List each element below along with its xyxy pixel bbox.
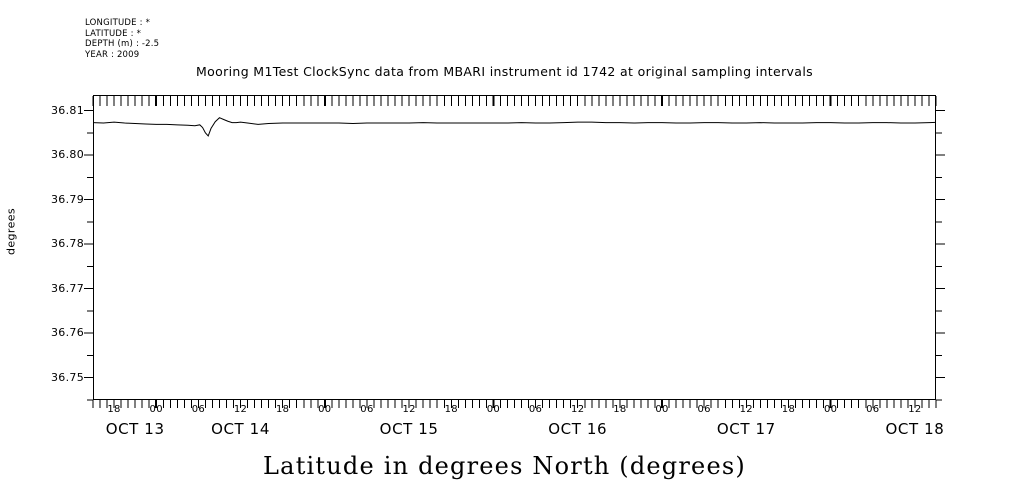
x-hour-tick-label: 18 <box>107 404 121 415</box>
x-hour-tick-label: 18 <box>781 404 796 415</box>
y-tick-label: 36.78 <box>51 237 84 251</box>
x-hour-tick-label: 06 <box>697 404 711 415</box>
x-axis-title: Latitude in degrees North (degrees) <box>263 452 746 480</box>
x-hour-tick-label: 18 <box>444 404 458 415</box>
x-hour-tick-label: 06 <box>866 404 880 415</box>
y-tick-label: 36.76 <box>51 326 84 340</box>
x-hour-tick-label: 12 <box>908 404 922 415</box>
x-hour-tick-label: 06 <box>528 404 543 415</box>
x-hour-tick-label: 12 <box>402 404 416 415</box>
x-hour-tick-label: 06 <box>191 404 206 415</box>
metadata-longitude: LONGITUDE : * <box>85 18 151 28</box>
x-hour-tick-label: 12 <box>233 404 248 415</box>
data-series-line <box>93 118 936 358</box>
x-hour-tick-label: 00 <box>318 404 332 415</box>
plot-frame <box>93 95 936 400</box>
x-hour-tick-label: 00 <box>149 404 163 415</box>
x-hour-tick-label: 18 <box>276 404 290 415</box>
x-day-label: OCT 14 <box>211 420 270 438</box>
x-hour-tick-label: 00 <box>655 404 669 415</box>
x-hour-tick-label: 00 <box>486 404 501 415</box>
x-day-label: OCT 17 <box>716 420 776 438</box>
x-hour-tick-label: 18 <box>613 404 627 415</box>
x-hour-tick-label: 12 <box>571 404 585 415</box>
x-day-label: OCT 16 <box>548 420 608 438</box>
y-tick-label: 36.80 <box>51 148 84 162</box>
x-hour-tick-label: 06 <box>360 404 374 415</box>
plot-area <box>93 95 936 400</box>
metadata-year: YEAR : 2009 <box>85 49 140 60</box>
x-day-label: OCT 18 <box>885 420 945 438</box>
y-tick-label: 36.81 <box>51 103 84 117</box>
metadata-depth: DEPTH (m) : -2.5 <box>85 39 160 49</box>
x-hour-tick-label: 12 <box>739 404 753 415</box>
metadata-block: LONGITUDE : * LATITUDE : * DEPTH (m) : -… <box>85 18 159 60</box>
chart-title: Mooring M1Test ClockSync data from MBARI… <box>195 64 813 79</box>
y-tick-label: 36.79 <box>51 192 84 206</box>
y-tick-label: 36.75 <box>51 370 84 384</box>
x-hour-tick-label: 00 <box>823 404 838 415</box>
y-axis-labels: 36.81 36.80 36.79 36.78 36.77 36.76 36.75 <box>0 0 84 504</box>
y-tick-label: 36.77 <box>51 281 84 295</box>
metadata-latitude: LATITUDE : * <box>85 28 142 39</box>
x-day-label: OCT 13 <box>105 420 165 438</box>
x-day-label: OCT 15 <box>379 420 439 438</box>
